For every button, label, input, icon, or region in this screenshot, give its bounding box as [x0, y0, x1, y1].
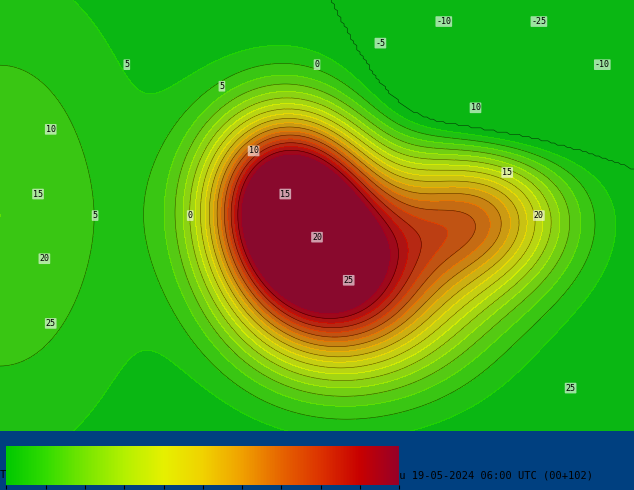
- Text: 5: 5: [219, 82, 224, 91]
- Text: 15: 15: [33, 190, 43, 198]
- Text: 25: 25: [46, 319, 56, 328]
- Text: 20: 20: [39, 254, 49, 263]
- Text: 25: 25: [344, 276, 354, 285]
- Text: 0: 0: [314, 60, 320, 69]
- Text: 10: 10: [249, 147, 259, 155]
- Text: 20: 20: [534, 211, 544, 220]
- Text: 5: 5: [124, 60, 129, 69]
- Text: 10: 10: [470, 103, 481, 112]
- Text: -10: -10: [436, 17, 451, 26]
- Text: 20: 20: [312, 233, 322, 242]
- Text: 0: 0: [188, 211, 193, 220]
- Text: 25: 25: [566, 384, 576, 392]
- Text: -25: -25: [531, 17, 547, 26]
- Text: 5: 5: [93, 211, 98, 220]
- Text: Temperature 2m Spread mean+σ [°C] ECMWF: Temperature 2m Spread mean+σ [°C] ECMWF: [0, 470, 243, 480]
- Text: Su 19-05-2024 06:00 UTC (00+102): Su 19-05-2024 06:00 UTC (00+102): [393, 470, 593, 480]
- Text: 10: 10: [46, 125, 56, 134]
- Text: -10: -10: [595, 60, 610, 69]
- Text: -5: -5: [375, 39, 385, 48]
- Text: 15: 15: [280, 190, 290, 198]
- Text: 15: 15: [502, 168, 512, 177]
